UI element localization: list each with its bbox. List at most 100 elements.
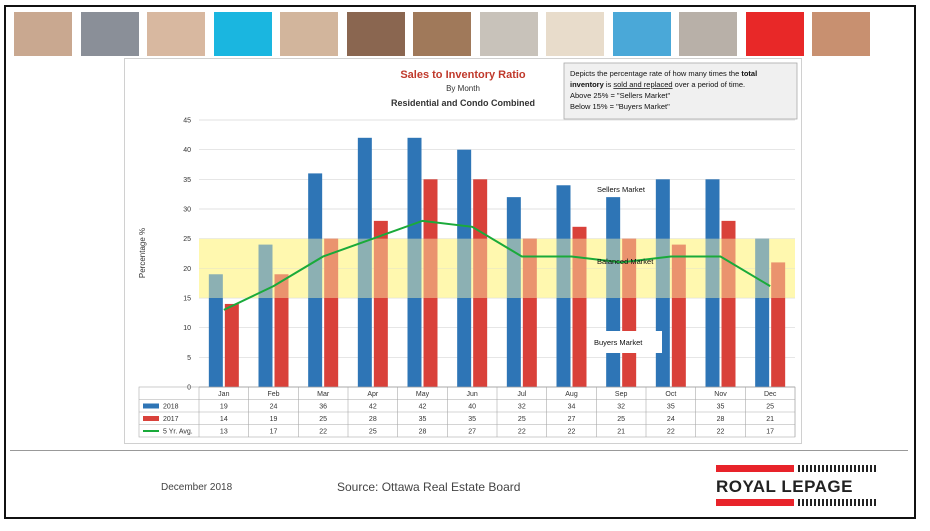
balanced-market-label: Balanced Market — [597, 257, 654, 266]
legend-label-5 Yr. Avg.: 5 Yr. Avg. — [163, 429, 193, 436]
x-tick-label: Nov — [714, 391, 727, 398]
bar-2017-Apr — [373, 220, 388, 387]
data-label-5 Yr. Avg.-Dec: 17 — [766, 429, 774, 436]
data-label-2018-Jan: 19 — [220, 404, 228, 411]
logo-stripes-bottom — [798, 499, 876, 506]
data-label-5 Yr. Avg.-Jun: 27 — [468, 429, 476, 436]
sales-inventory-chart: 0 5 10 15 20 25 30 35 40 45 Jan Feb Mar Apr May Jun Jul… — [138, 62, 798, 438]
photo-strip — [14, 12, 876, 56]
y-axis-label: Percentage % — [138, 228, 147, 278]
data-label-5 Yr. Avg.-Sep: 21 — [617, 429, 625, 436]
data-label-2018-Apr: 42 — [369, 404, 377, 411]
meeting-photo — [679, 12, 737, 56]
bar-2017-Feb — [274, 274, 289, 387]
logo-red-bar-top — [716, 465, 794, 472]
kids-photo — [812, 12, 870, 56]
sellers-market-label: Sellers Market — [597, 185, 646, 194]
logo-text: ROYAL LEPAGE — [716, 477, 853, 496]
y-tick-label: 35 — [183, 177, 191, 184]
bar-2017-Jul — [522, 238, 537, 387]
bar-2017-Jan — [224, 303, 239, 387]
bar-2017-May — [423, 179, 438, 387]
phone-photo — [81, 12, 139, 56]
note-line-4: Below 15% = "Buyers Market" — [570, 102, 670, 111]
note-line-2: inventory is sold and replaced over a pe… — [570, 80, 745, 89]
chart-subtitle-2: Residential and Condo Combined — [391, 98, 535, 108]
bar-2017-Oct — [671, 244, 686, 387]
bar-2018-Dec — [755, 238, 770, 387]
data-label-2017-Sep: 25 — [617, 416, 625, 423]
bar-2018-Aug — [556, 185, 571, 387]
bar-2018-Jun — [457, 149, 472, 387]
y-tick-label: 30 — [183, 207, 191, 214]
beige-tile — [546, 12, 604, 56]
data-label-5 Yr. Avg.-Mar: 22 — [319, 429, 327, 436]
data-label-2017-Oct: 24 — [667, 416, 675, 423]
y-tick-label: 20 — [183, 266, 191, 273]
y-tick-label: 15 — [183, 296, 191, 303]
bar-2018-Apr — [357, 137, 372, 387]
y-tick-label: 0 — [187, 385, 191, 392]
x-tick-label: May — [416, 391, 430, 398]
family-photo — [14, 12, 72, 56]
data-label-2018-Jul: 32 — [518, 404, 526, 411]
bar-2018-Jan — [208, 274, 223, 387]
x-tick-label: Feb — [267, 391, 279, 398]
data-label-2018-Oct: 35 — [667, 404, 675, 411]
signing-photo — [480, 12, 538, 56]
bar-2018-Feb — [258, 244, 273, 387]
chart-subtitle: By Month — [446, 84, 480, 93]
x-tick-label: Dec — [764, 391, 777, 398]
data-label-2018-Jun: 40 — [468, 404, 476, 411]
y-tick-label: 10 — [183, 325, 191, 332]
y-tick-label: 5 — [187, 355, 191, 362]
data-label-5 Yr. Avg.-Aug: 22 — [568, 429, 576, 436]
bar-2017-Aug — [572, 226, 587, 387]
data-label-5 Yr. Avg.-May: 28 — [419, 429, 427, 436]
x-tick-label: Sep — [615, 391, 628, 398]
balanced-band-overlay — [199, 238, 795, 298]
legend-label-2018: 2018 — [163, 404, 179, 411]
y-tick-label: 25 — [183, 236, 191, 243]
line-5 Yr. Avg. — [223, 219, 771, 311]
x-tick-label: Jan — [218, 391, 229, 398]
buyers-market-label: Buyers Market — [594, 338, 643, 347]
couple-photo — [147, 12, 205, 56]
data-label-5 Yr. Avg.-Jan: 13 — [220, 429, 228, 436]
x-tick-label: Aug — [565, 391, 578, 398]
logo-red-bar-bottom — [716, 499, 794, 506]
data-label-2017-May: 35 — [419, 416, 427, 423]
x-tick-label: Jun — [467, 391, 478, 398]
data-label-5 Yr. Avg.-Oct: 22 — [667, 429, 675, 436]
bar-2017-Jun — [473, 179, 488, 387]
data-label-2018-Mar: 36 — [319, 404, 327, 411]
couple-smile-photo — [347, 12, 405, 56]
bar-2018-Mar — [308, 173, 323, 387]
data-label-2017-Feb: 19 — [270, 416, 278, 423]
data-label-2018-Feb: 24 — [270, 404, 278, 411]
data-label-2018-Sep: 32 — [617, 404, 625, 411]
x-tick-label: Apr — [367, 391, 379, 398]
red-tile — [746, 12, 804, 56]
legend-swatch-2017 — [143, 416, 159, 421]
footer-date: December 2018 — [161, 482, 233, 493]
data-label-2017-Jan: 14 — [220, 416, 228, 423]
royal-lepage-logo: ROYAL LEPAGE — [716, 465, 876, 507]
data-label-2018-Aug: 34 — [568, 404, 576, 411]
data-label-2017-Apr: 28 — [369, 416, 377, 423]
y-tick-label: 40 — [183, 147, 191, 154]
footer-source: Source: Ottawa Real Estate Board — [337, 480, 521, 494]
legend-swatch-2018 — [143, 403, 159, 409]
data-label-2018-May: 42 — [419, 404, 427, 411]
data-label-2017-Jun: 35 — [468, 416, 476, 423]
data-label-2017-Jul: 25 — [518, 416, 526, 423]
note-line-3: Above 25% = "Sellers Market" — [570, 91, 671, 100]
bar-2017-Dec — [771, 262, 786, 387]
chart-panel: 0 5 10 15 20 25 30 35 40 45 Jan Feb Mar Apr May Jun Jul… — [124, 58, 802, 444]
note-line-1: Depicts the percentage rate of how many … — [570, 69, 757, 78]
x-tick-label: Mar — [317, 391, 330, 398]
data-label-5 Yr. Avg.-Apr: 25 — [369, 429, 377, 436]
footer-divider — [10, 450, 908, 451]
y-tick-label: 45 — [183, 118, 191, 125]
data-label-2017-Aug: 27 — [568, 416, 576, 423]
